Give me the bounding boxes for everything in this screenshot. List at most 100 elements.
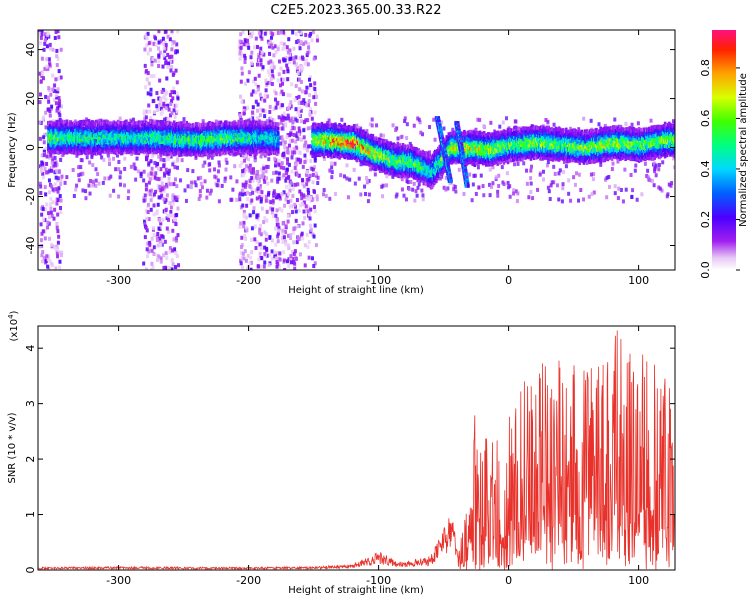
spectrogram-noise-cell [244,215,248,220]
spectrogram-noise-cell [274,213,278,218]
spectrogram-noise-cell [514,189,518,194]
spectrogram-signal-cell [94,129,98,134]
spectrogram-signal-cell [105,149,108,154]
spectrogram-noise-cell [283,140,287,145]
spectrogram-noise-cell [262,52,266,57]
spectrogram-noise-cell [147,180,151,185]
spectrogram-noise-cell [616,159,620,164]
spectrogram-noise-cell [51,156,55,161]
spectrogram-noise-cell [43,166,47,171]
spectrogram-noise-cell [396,136,400,141]
spectrogram-noise-cell [560,199,564,204]
spectrogram-noise-cell [38,181,42,186]
spectrogram-noise-cell [161,41,165,46]
spectrogram-noise-cell [313,223,317,228]
spectrogram-noise-cell [38,31,42,36]
spectrogram-noise-cell [229,175,233,180]
spectrogram-noise-cell [313,110,317,115]
spectrogram-noise-cell [155,238,159,243]
spectrogram-noise-cell [241,265,245,270]
spectrogram-noise-cell [613,117,617,122]
spectrogram-noise-cell [297,30,301,34]
spectrogram-noise-cell [273,89,277,94]
spectrogram-noise-cell [153,110,157,115]
spectrogram-noise-cell [619,187,623,192]
spectrogram-noise-cell [173,247,177,252]
spectrogram-noise-cell [305,58,309,63]
spectrogram-noise-cell [290,138,294,143]
spectrogram-signal-cell [134,133,138,138]
spectrogram-noise-cell [311,30,315,35]
spectrogram-noise-cell [363,184,367,189]
spectrogram-noise-cell [171,96,175,101]
spectrogram-noise-cell [143,235,147,240]
spectrogram-noise-cell [302,145,306,150]
spectrogram-noise-cell [249,255,253,260]
spectrogram-noise-cell [173,265,177,270]
spectrogram-noise-cell [175,184,179,189]
spectrogram-noise-cell [167,168,171,173]
spectrogram-noise-cell [251,190,255,195]
spectrogram-noise-cell [146,202,150,207]
spectrogram-noise-cell [199,181,203,186]
spectrogram-noise-cell [296,38,300,43]
spectrogram-noise-cell [149,74,153,79]
spectrogram-noise-cell [316,181,320,186]
spectrogram-noise-cell [289,198,293,203]
spectrogram-noise-cell [88,191,92,196]
spectrogram-noise-cell [306,144,310,149]
spectrogram-noise-cell [184,198,188,203]
spectrogram-noise-cell [262,264,266,269]
spectrogram-signal-cell [257,121,260,125]
spectrogram-noise-cell [216,178,220,183]
spectrogram-noise-cell [244,81,248,86]
spectrogram-noise-cell [482,193,486,198]
spectrogram-noise-cell [255,240,259,245]
spectrogram-noise-cell [244,153,248,158]
spectrogram-noise-cell [299,192,303,197]
spectrogram-noise-cell [56,198,60,203]
spectrogram-noise-cell [307,77,311,82]
spectrogram-noise-cell [162,265,166,270]
spectrogram-noise-cell [289,260,293,265]
spectrogram-noise-cell [301,66,305,71]
spectrogram-noise-cell [263,260,267,265]
spectrogram-noise-cell [303,101,307,106]
spectrogram-noise-cell [282,58,286,63]
spectrogram-noise-cell [242,172,246,177]
spectrogram-noise-cell [657,162,661,167]
spectrogram-noise-cell [457,167,461,172]
spectrogram-noise-cell [239,250,243,255]
spectrogram-noise-cell [345,163,349,168]
spectrogram-noise-cell [159,176,163,181]
spectrogram-noise-cell [263,153,267,158]
spectrogram-noise-cell [278,257,282,262]
spectrogram-noise-cell [158,50,162,55]
spectrogram-noise-cell [173,165,177,170]
spectrogram-signal-cell [108,129,112,134]
spectrogram-noise-cell [356,126,360,131]
spectrogram-noise-cell [297,94,301,99]
spectrogram-noise-cell [258,242,262,247]
spectrogram-noise-cell [273,44,277,49]
spectrogram-noise-cell [238,197,242,202]
spectrogram-noise-cell [247,165,251,170]
spectrogram-noise-cell [101,180,105,185]
spectrogram-noise-cell [261,171,265,176]
spectrogram-noise-cell [239,79,243,84]
spectrogram-noise-cell [255,196,259,201]
spectrogram-noise-cell [271,213,275,218]
spectrogram-noise-cell [265,209,269,214]
spectrogram-noise-cell [285,168,289,173]
spectrogram-noise-cell [146,91,150,96]
spectrogram-noise-cell [433,137,437,142]
spectrogram-noise-cell [205,188,209,193]
spectrogram-noise-cell [529,168,533,173]
spectrogram-noise-cell [289,233,293,238]
spectrogram-noise-cell [189,185,193,190]
spectrogram-noise-cell [176,155,180,160]
spectrogram-noise-cell [288,204,292,209]
spectrogram-noise-cell [217,160,221,165]
spectrogram-noise-cell [171,213,175,218]
spectrogram-noise-cell [157,154,161,159]
